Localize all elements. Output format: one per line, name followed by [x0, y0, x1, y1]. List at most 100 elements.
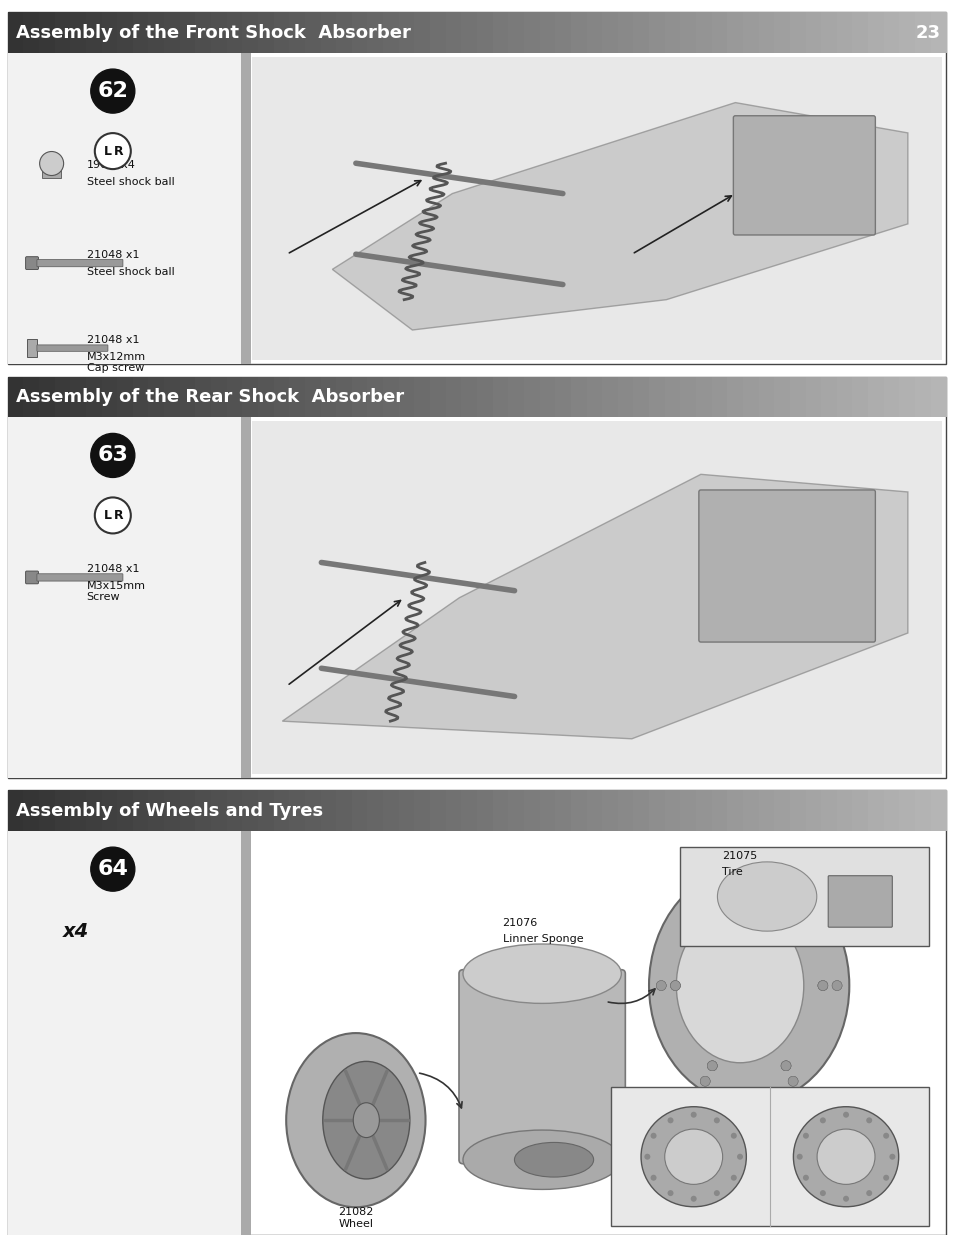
Ellipse shape [882, 1132, 888, 1139]
Bar [132, 12, 149, 53]
Bar [867, 12, 883, 53]
Bar [149, 790, 165, 831]
Bar [54, 12, 71, 53]
Bar [664, 377, 680, 417]
Ellipse shape [514, 1142, 593, 1177]
Bar [696, 790, 712, 831]
Ellipse shape [865, 1118, 871, 1124]
Bar [242, 12, 258, 53]
Bar [367, 377, 383, 417]
Bar [257, 790, 274, 831]
Bar [430, 12, 446, 53]
Text: 64: 64 [97, 860, 128, 879]
Text: M3x15mm: M3x15mm [87, 582, 146, 592]
Ellipse shape [842, 1195, 848, 1202]
Bar [523, 790, 539, 831]
Text: Assembly of Wheels and Tyres: Assembly of Wheels and Tyres [15, 802, 322, 820]
Bar [930, 12, 946, 53]
Ellipse shape [831, 981, 841, 990]
Bar [86, 12, 102, 53]
Bar [867, 377, 883, 417]
Ellipse shape [787, 1076, 798, 1087]
Bar [930, 790, 946, 831]
Bar [492, 377, 508, 417]
Circle shape [91, 847, 134, 892]
Ellipse shape [781, 900, 790, 910]
Bar [774, 377, 790, 417]
Ellipse shape [793, 1107, 898, 1207]
Bar [320, 12, 336, 53]
Bar [352, 790, 368, 831]
Bar [711, 12, 727, 53]
Bar [696, 12, 712, 53]
Bar [476, 12, 493, 53]
Bar [305, 377, 321, 417]
Ellipse shape [817, 981, 827, 990]
Bar [836, 790, 852, 831]
Text: 62: 62 [97, 82, 128, 101]
Bar [54, 377, 71, 417]
Ellipse shape [781, 900, 790, 910]
Text: Steel shock ball: Steel shock ball [87, 267, 174, 277]
Bar [461, 377, 477, 417]
Bar [611, 1088, 927, 1226]
Bar [195, 377, 212, 417]
Bar [804, 790, 821, 831]
Text: Linner Sponge: Linner Sponge [502, 934, 582, 944]
Text: x4: x4 [63, 921, 89, 941]
Ellipse shape [706, 900, 717, 910]
Bar [758, 790, 774, 831]
Ellipse shape [816, 1129, 874, 1184]
Bar [305, 790, 321, 831]
Text: Wheel: Wheel [338, 1219, 373, 1229]
Bar [570, 790, 586, 831]
Bar [882, 377, 899, 417]
Bar [352, 12, 368, 53]
Bar [398, 377, 415, 417]
Bar [8, 377, 945, 778]
Ellipse shape [656, 981, 665, 990]
Bar [648, 12, 664, 53]
Bar [742, 790, 759, 831]
Bar [383, 790, 399, 831]
FancyBboxPatch shape [37, 345, 108, 351]
Text: R: R [113, 509, 123, 522]
Ellipse shape [650, 1174, 656, 1181]
Bar [274, 12, 290, 53]
Bar [601, 377, 618, 417]
Bar [101, 790, 117, 831]
Bar [555, 790, 571, 831]
Bar [696, 377, 712, 417]
Bar [414, 12, 430, 53]
Ellipse shape [713, 1118, 720, 1124]
Ellipse shape [787, 1076, 798, 1087]
Bar [618, 790, 634, 831]
Bar [8, 377, 24, 417]
Bar [899, 790, 915, 831]
Bar [414, 377, 430, 417]
Text: Steel shock ball: Steel shock ball [87, 177, 174, 188]
Bar [117, 790, 133, 831]
Text: 21048 x1: 21048 x1 [87, 564, 139, 574]
Bar [227, 12, 243, 53]
Ellipse shape [831, 981, 841, 990]
Bar [86, 377, 102, 417]
Bar [367, 12, 383, 53]
Text: Cap screw: Cap screw [87, 363, 144, 373]
Ellipse shape [781, 900, 790, 910]
Bar [164, 12, 180, 53]
Bar [23, 377, 39, 417]
Bar [882, 790, 899, 831]
Ellipse shape [650, 1132, 656, 1139]
Bar [164, 790, 180, 831]
Bar [8, 790, 945, 1235]
Bar [726, 377, 742, 417]
Bar [101, 377, 117, 417]
Bar [335, 12, 352, 53]
Ellipse shape [670, 981, 679, 990]
Text: Assembly of the Front Shock  Absorber: Assembly of the Front Shock Absorber [15, 23, 410, 42]
Ellipse shape [796, 1153, 801, 1160]
Ellipse shape [700, 885, 709, 895]
FancyBboxPatch shape [827, 876, 891, 927]
Bar [789, 790, 805, 831]
